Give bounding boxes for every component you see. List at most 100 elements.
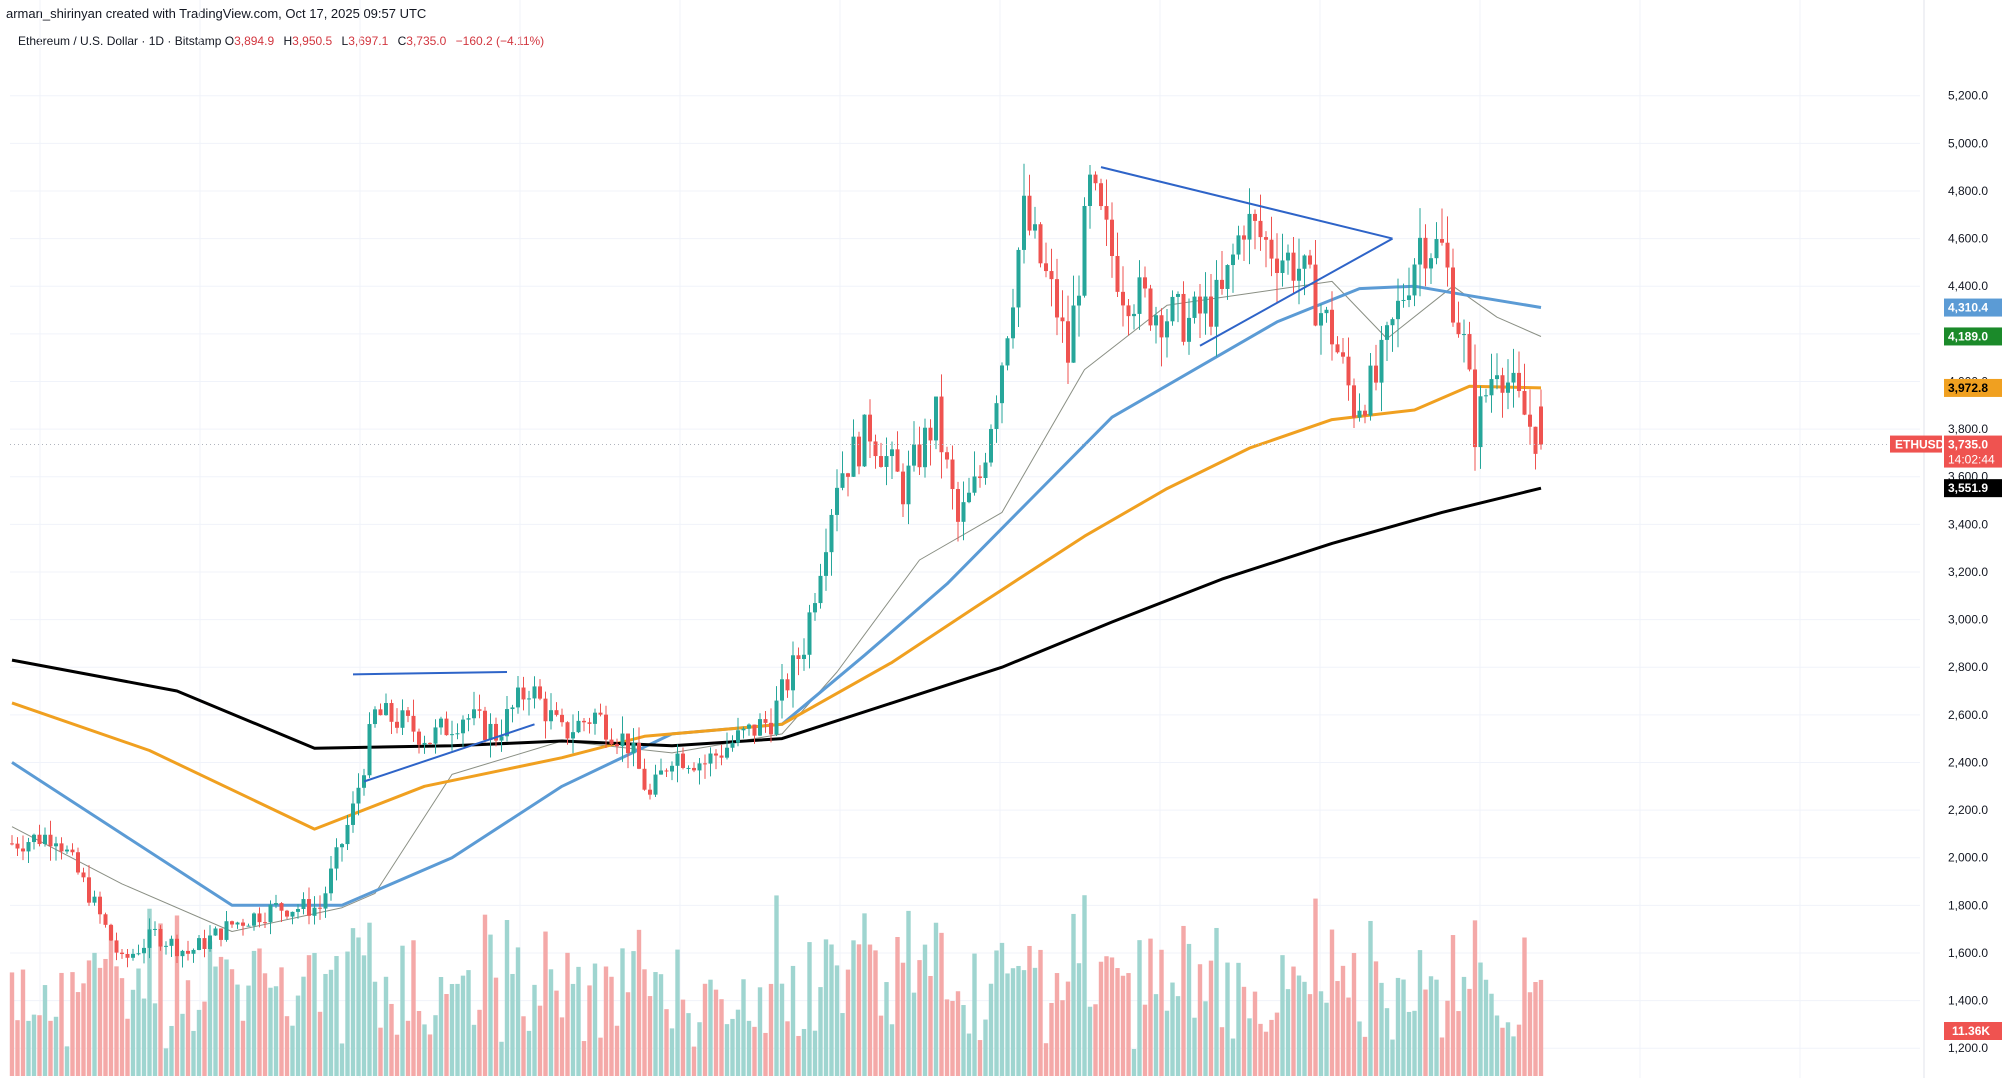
candle-body (488, 723, 493, 741)
candle-body (219, 928, 223, 940)
ma-value-text: 4,189.0 (1948, 329, 1988, 343)
volume-bar (1335, 981, 1340, 1076)
candle-body (576, 720, 581, 733)
candle-body (395, 721, 399, 728)
candle-body (477, 709, 482, 711)
candle-body (1489, 379, 1494, 396)
candle-body (681, 753, 685, 768)
candle-body (1187, 317, 1191, 342)
candle-body (637, 742, 641, 769)
volume-bar (845, 969, 851, 1076)
volume-bar (598, 1037, 603, 1076)
volume-bar (1071, 913, 1076, 1076)
volume-bar (581, 1041, 587, 1076)
volume-bar (141, 998, 147, 1076)
candle-body (1236, 235, 1241, 255)
candle-body (1418, 237, 1422, 265)
volume-bar (548, 969, 554, 1076)
volume-bar (1527, 992, 1533, 1076)
candle-body (1049, 271, 1054, 280)
candle-body (538, 686, 542, 699)
candle-body (186, 950, 190, 954)
candle-body (670, 765, 674, 772)
candle-body (81, 872, 86, 878)
volume-bar (1307, 994, 1313, 1076)
candle-body (1203, 296, 1208, 314)
candle-body (835, 487, 839, 515)
candle-body (813, 603, 817, 613)
volume-bar (1258, 1023, 1263, 1076)
volume-bar (1269, 1019, 1274, 1076)
candle-body (1539, 406, 1543, 445)
volume-bar (1208, 960, 1214, 1076)
y-tick-label: 1,800.0 (1948, 898, 1988, 912)
ma-value-text: 3,972.8 (1948, 381, 1988, 395)
candle-body (956, 489, 960, 522)
candle-body (1330, 309, 1334, 345)
candle-body (1159, 315, 1164, 338)
candle-body (125, 954, 130, 958)
change-value: −160.2 (−4.11%) (455, 34, 545, 48)
volume-bar (724, 1024, 730, 1076)
candle-body (923, 427, 927, 468)
candle-body (747, 724, 751, 729)
volume-bar (1093, 1004, 1098, 1076)
candle-body (21, 848, 25, 852)
candle-body (433, 727, 438, 744)
volume-bar (394, 1034, 400, 1076)
volume-bar (1318, 991, 1324, 1076)
candle-body (1220, 279, 1224, 289)
ma-value-badge (1944, 298, 2002, 317)
y-tick-label: 2,000.0 (1948, 851, 1988, 865)
candle-body (180, 950, 185, 957)
candle-body (703, 763, 707, 765)
y-tick-label: 3,200.0 (1948, 565, 1988, 579)
volume-bar (1005, 973, 1010, 1076)
candle-body (989, 428, 993, 463)
y-tick-label: 3,000.0 (1948, 613, 1988, 627)
volume-bar (86, 960, 92, 1076)
candle-body (428, 742, 432, 744)
volume-bar (895, 936, 900, 1076)
candle-body (571, 732, 575, 739)
volume-bar (268, 987, 273, 1076)
volume-bar (279, 967, 284, 1076)
candle-body (560, 714, 564, 723)
volume-bar (1126, 973, 1131, 1076)
volume-bar (372, 981, 378, 1076)
volume-bar (1280, 955, 1285, 1076)
y-tick-label: 2,600.0 (1948, 708, 1988, 722)
candle-body (384, 703, 388, 716)
candle-body (983, 462, 988, 479)
volume-bar (1170, 982, 1175, 1076)
volume-bar (460, 975, 466, 1076)
candle-body (890, 449, 894, 457)
candle-body (851, 436, 856, 477)
volume-bar (686, 1013, 691, 1076)
volume-bar (1230, 1038, 1236, 1076)
candle-body (32, 834, 36, 843)
volume-bar (1368, 920, 1373, 1076)
volume-bar (1346, 997, 1351, 1076)
symbol-name: Ethereum / U.S. Dollar · 1D · Bitstamp (18, 34, 222, 48)
candle-body (934, 396, 938, 441)
volume-bar (1340, 965, 1346, 1076)
volume-bar (147, 908, 152, 1076)
volume-bar (1329, 929, 1335, 1076)
volume-bar (1384, 1008, 1390, 1076)
candle-body (879, 456, 883, 467)
volume-bar (1043, 1043, 1049, 1076)
volume-bar (1219, 1027, 1225, 1076)
candle-body (1473, 369, 1477, 448)
candle-body (1192, 296, 1197, 318)
candle-body (1451, 267, 1455, 323)
volume-bar (1049, 1002, 1054, 1076)
candle-body (131, 953, 135, 958)
volume-bar (427, 1034, 433, 1076)
candle-body (147, 929, 152, 948)
candle-body (725, 747, 729, 758)
candle-body (785, 679, 790, 691)
candle-body (730, 742, 735, 748)
volume-bar (1489, 993, 1494, 1076)
